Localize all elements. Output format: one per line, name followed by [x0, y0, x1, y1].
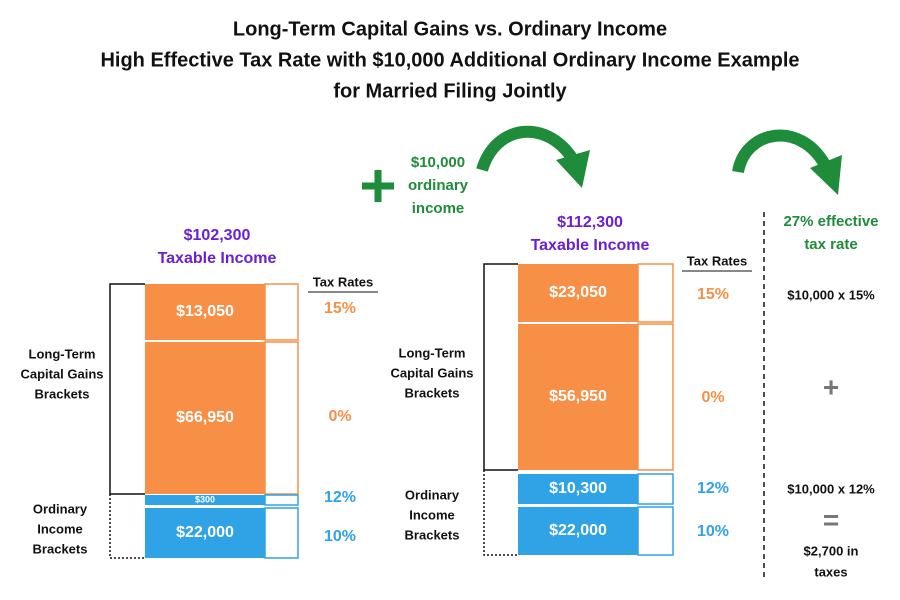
- segment: [518, 507, 638, 555]
- title-line: High Effective Tax Rate with $10,000 Add…: [100, 49, 799, 71]
- rate-box: [637, 473, 674, 505]
- plus: +: [823, 371, 839, 402]
- segment-label: $23,050: [549, 284, 607, 301]
- result: $2,700 in: [804, 543, 859, 558]
- rate-label: 0%: [328, 408, 351, 425]
- rate-box: [637, 506, 674, 556]
- total-label: Taxable Income: [531, 237, 650, 254]
- ltcg-label: Brackets: [405, 385, 460, 400]
- title-line: for Married Filing Jointly: [333, 80, 567, 102]
- rate-box: [264, 283, 299, 341]
- segment: [145, 284, 265, 340]
- addition-text: ordinary: [408, 177, 469, 194]
- rate-box: [637, 263, 674, 323]
- segment-label: $22,000: [176, 524, 234, 541]
- ordinary-label: Brackets: [405, 527, 460, 542]
- total-amount: $112,300: [557, 214, 623, 231]
- ltcg-bracket: [483, 263, 518, 471]
- effective-title: tax rate: [804, 236, 857, 253]
- rate-label: 15%: [697, 286, 729, 303]
- segment: [145, 508, 265, 558]
- ltcg-label: Brackets: [35, 386, 90, 401]
- arrow-head: [556, 150, 590, 188]
- arrow: [732, 129, 831, 174]
- rates-header: Tax Rates: [687, 253, 747, 268]
- ordinary-bracket: [483, 470, 518, 556]
- equals: =: [823, 504, 839, 535]
- ordinary-bracket: [109, 494, 145, 559]
- arrow-head: [810, 155, 842, 195]
- rate-label: 12%: [324, 489, 356, 506]
- effective-title: 27% effective: [783, 213, 878, 230]
- effective: 27% effective tax rate $10,000 x 15% + $…: [763, 212, 879, 580]
- rate-label: 10%: [697, 523, 729, 540]
- plus-icon: [362, 170, 394, 202]
- ltcg-bracket: [109, 283, 145, 495]
- calc-line: $10,000 x 12%: [787, 481, 875, 496]
- calc-line: $10,000 x 15%: [787, 287, 875, 302]
- title: Long-Term Capital Gains vs. Ordinary Inc…: [100, 18, 799, 102]
- segment: [518, 474, 638, 504]
- ltcg-label: Long-Term: [399, 345, 466, 360]
- ordinary-label: Income: [409, 507, 455, 522]
- segment: [518, 324, 638, 470]
- rate-box: [264, 341, 299, 495]
- addition-text: $10,000: [411, 154, 465, 171]
- segment: [145, 342, 265, 494]
- total-amount: $102,300: [184, 227, 251, 244]
- ordinary-label: Ordinary: [33, 501, 88, 516]
- segment-label: $10,300: [549, 480, 607, 497]
- segment: [145, 495, 265, 505]
- arrow: [476, 125, 577, 172]
- rate-label: 15%: [324, 300, 356, 317]
- ltcg-label: Capital Gains: [20, 366, 103, 381]
- ltcg-label: Long-Term: [29, 346, 96, 361]
- segment-label: $56,950: [549, 388, 607, 405]
- ltcg-label: Capital Gains: [390, 365, 473, 380]
- ordinary-label: Brackets: [33, 541, 88, 556]
- rates-header: Tax Rates: [313, 274, 373, 289]
- ordinary-label: Ordinary: [405, 487, 460, 502]
- ordinary-label: Income: [37, 521, 83, 536]
- addition: $10,000 ordinary income: [362, 125, 842, 217]
- rate-box: [264, 507, 299, 559]
- rate-label: 10%: [324, 528, 356, 545]
- result: taxes: [814, 564, 847, 579]
- rate-label: 0%: [701, 389, 724, 406]
- total-label: Taxable Income: [158, 250, 277, 267]
- segment-label: $300: [195, 494, 215, 504]
- rate-box: [637, 323, 674, 471]
- rate-box: [264, 494, 299, 506]
- segment-label: $66,950: [176, 409, 234, 426]
- rate-label: 12%: [697, 480, 729, 497]
- segment-label: $13,050: [176, 303, 234, 320]
- addition-text: income: [412, 200, 465, 217]
- title-line: Long-Term Capital Gains vs. Ordinary Inc…: [233, 18, 667, 40]
- segment-label: $22,000: [549, 522, 607, 539]
- segment: [518, 264, 638, 322]
